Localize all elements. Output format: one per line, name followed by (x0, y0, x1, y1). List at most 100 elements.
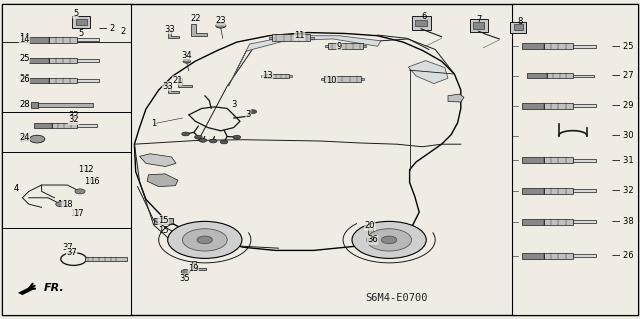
Bar (49, 78, 77, 83)
Bar (514, 24, 524, 30)
Bar (85, 257, 127, 261)
Text: 12: 12 (83, 165, 93, 174)
Bar (77, 124, 97, 127)
Text: 37: 37 (62, 243, 72, 252)
Text: — 2: — 2 (99, 24, 115, 33)
Text: 25: 25 (19, 54, 29, 63)
Bar (544, 103, 573, 109)
Text: 11: 11 (294, 31, 305, 40)
Bar (272, 34, 310, 41)
Circle shape (182, 132, 189, 136)
Polygon shape (147, 174, 178, 187)
Text: 35: 35 (179, 274, 189, 283)
Text: 33: 33 (164, 25, 175, 34)
Bar (547, 73, 573, 78)
Circle shape (381, 236, 397, 244)
Text: 20: 20 (365, 221, 375, 230)
Bar (544, 43, 573, 49)
Bar (522, 43, 544, 49)
Bar (52, 123, 77, 128)
Text: 32: 32 (68, 115, 79, 124)
Polygon shape (368, 227, 384, 237)
Text: 33: 33 (163, 82, 173, 91)
Text: 4: 4 (13, 184, 19, 193)
Bar (512, 4, 638, 315)
Bar (522, 103, 544, 109)
Text: 16: 16 (90, 177, 100, 186)
Circle shape (182, 229, 227, 251)
Text: — 31: — 31 (612, 156, 634, 165)
Circle shape (368, 238, 377, 242)
Bar (573, 159, 596, 161)
Text: 21: 21 (173, 76, 183, 85)
Polygon shape (192, 261, 206, 270)
Circle shape (249, 110, 257, 114)
Bar (77, 79, 99, 82)
Text: — 38: — 38 (612, 217, 634, 226)
Bar (325, 45, 328, 47)
Text: 15: 15 (158, 216, 168, 225)
Text: 1: 1 (151, 119, 156, 128)
Bar (364, 45, 366, 47)
Bar (573, 189, 596, 192)
Text: 14: 14 (19, 33, 29, 42)
Text: 32: 32 (68, 111, 79, 120)
Polygon shape (168, 85, 179, 93)
Polygon shape (191, 24, 207, 36)
Text: 36: 36 (367, 235, 378, 244)
Text: FR.: FR. (44, 283, 64, 293)
Bar (361, 78, 364, 80)
Text: 24: 24 (19, 135, 29, 144)
Text: 3: 3 (231, 100, 236, 109)
Bar (544, 253, 573, 259)
Bar (264, 73, 289, 78)
Text: 37: 37 (67, 248, 77, 256)
Polygon shape (168, 31, 179, 38)
Text: 13: 13 (262, 71, 273, 80)
Bar (77, 39, 99, 41)
Bar (77, 59, 99, 62)
Text: 15: 15 (159, 226, 169, 235)
Bar (573, 45, 596, 48)
Polygon shape (408, 61, 448, 84)
Circle shape (195, 135, 202, 139)
Bar (415, 20, 427, 26)
Bar (544, 219, 573, 225)
Circle shape (367, 229, 412, 251)
Bar (76, 19, 86, 25)
Text: 26: 26 (19, 75, 29, 84)
Text: 7: 7 (476, 15, 481, 24)
Bar (72, 16, 90, 28)
Bar (154, 218, 173, 224)
Bar (522, 188, 544, 194)
Circle shape (29, 135, 45, 143)
Text: 34: 34 (182, 51, 192, 60)
Bar (522, 253, 544, 259)
Text: 6: 6 (421, 12, 426, 21)
Circle shape (181, 270, 190, 274)
Bar (33, 123, 52, 128)
Text: 25: 25 (19, 54, 29, 63)
Circle shape (199, 138, 207, 142)
Bar (2, 4, 131, 315)
Text: 5: 5 (79, 29, 84, 38)
Text: 3: 3 (246, 110, 251, 119)
Text: 14: 14 (19, 35, 29, 44)
Circle shape (183, 59, 191, 63)
Bar (29, 78, 49, 83)
Text: 18: 18 (62, 200, 72, 209)
Bar (544, 188, 573, 194)
Bar (527, 73, 547, 78)
Text: 28: 28 (19, 100, 29, 109)
Circle shape (352, 221, 426, 258)
Polygon shape (178, 78, 192, 87)
Bar (289, 75, 292, 77)
Text: — 30: — 30 (612, 131, 634, 140)
Bar (324, 76, 361, 82)
Text: 12: 12 (78, 165, 88, 174)
Text: 8: 8 (517, 17, 522, 26)
Text: 22: 22 (190, 14, 200, 23)
Bar (412, 16, 431, 30)
Bar (49, 58, 77, 63)
Text: — 27: — 27 (612, 71, 634, 80)
